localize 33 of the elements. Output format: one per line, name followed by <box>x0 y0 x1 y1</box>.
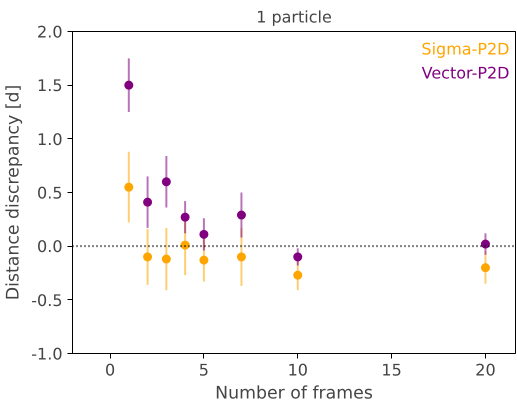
point <box>293 270 302 280</box>
x-axis-title: Number of frames <box>215 384 373 404</box>
point <box>180 212 190 222</box>
y-tick-label: 1.5 <box>37 76 63 96</box>
x-tick-label: 0 <box>104 360 116 380</box>
point <box>480 240 490 249</box>
point <box>124 80 134 90</box>
x-tick-label: 15 <box>381 360 402 380</box>
point <box>143 198 152 207</box>
y-tick-label: -0.5 <box>31 290 62 310</box>
y-tick-label: -1.0 <box>31 344 62 364</box>
y-tick-label: 1.0 <box>37 130 63 149</box>
x-tick-label: 5 <box>198 360 209 380</box>
point <box>293 252 302 262</box>
x-tick-label: 10 <box>288 360 308 380</box>
text: Vector-P2D <box>422 64 510 82</box>
text: Sigma-P2D <box>421 40 510 58</box>
chart-title: 1 particle <box>256 8 332 26</box>
point <box>162 177 171 186</box>
y-tick-label: 0.0 <box>37 237 63 256</box>
point <box>236 252 246 262</box>
point <box>236 210 246 220</box>
point <box>480 263 490 272</box>
y-axis-title: Distance discrepancy [d] <box>3 84 24 300</box>
x-tick-label: 20 <box>475 360 496 380</box>
point <box>199 256 208 265</box>
point <box>199 230 208 239</box>
y-tick-label: 2.0 <box>37 22 63 42</box>
point <box>162 254 171 264</box>
point <box>124 182 134 192</box>
point <box>180 240 190 250</box>
y-tick-label: 0.5 <box>37 184 63 202</box>
point <box>143 252 152 262</box>
